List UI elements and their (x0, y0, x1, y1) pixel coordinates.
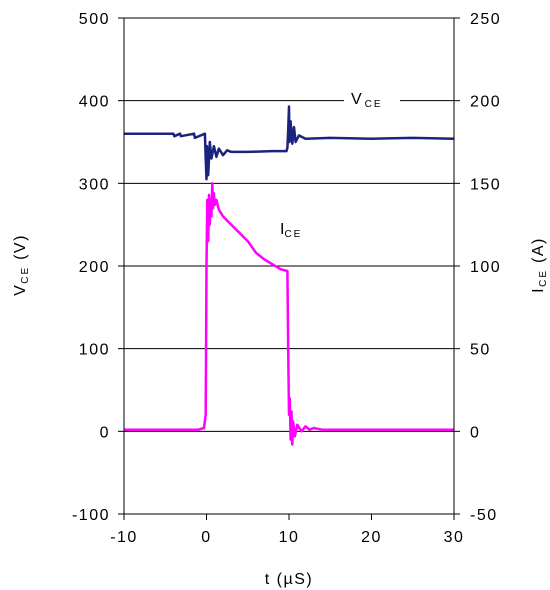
y-left-axis-title: VCE (V) (12, 234, 31, 296)
series-group (124, 105, 455, 446)
tick-labels: -1000100200300400500-50050100150200250-1… (72, 11, 501, 546)
y-right-title-unit: (A) (530, 237, 547, 269)
vce-annotation-main: V (351, 91, 362, 108)
y-left-tick-label: -100 (72, 507, 110, 524)
x-tick-label: 20 (361, 529, 382, 546)
y-right-tick-label: -50 (470, 507, 498, 524)
vce-annotation-sub: CE (365, 99, 383, 110)
y-left-tick-label: 200 (79, 259, 110, 276)
vce-annotation-bg (344, 88, 400, 112)
y-left-title-main: V (12, 284, 29, 296)
y-left-tick-label: 300 (79, 176, 110, 193)
y-right-tick-label: 250 (470, 11, 501, 28)
y-left-tick-label: 500 (79, 11, 110, 28)
x-tick-label: -10 (110, 529, 138, 546)
axes-group (118, 17, 460, 520)
series-line-ice (124, 182, 454, 446)
x-axis-title: t (µS) (265, 571, 313, 588)
ice-annotation: ICE (280, 221, 302, 240)
y-left-tick-label: 0 (100, 424, 110, 441)
y-right-tick-label: 150 (470, 176, 501, 193)
ice-annotation-main: I (280, 221, 284, 238)
gridlines (124, 17, 454, 515)
y-right-tick-label: 50 (470, 342, 491, 359)
y-right-tick-label: 100 (470, 259, 501, 276)
y-left-title-sub: CE (20, 266, 31, 284)
x-tick-label: 0 (201, 529, 211, 546)
y-left-tick-label: 100 (79, 342, 110, 359)
y-right-tick-label: 200 (470, 94, 501, 111)
y-right-title-main: I (530, 287, 547, 293)
y-right-axis-title: ICE (A) (530, 237, 549, 293)
y-right-title-sub: CE (538, 269, 549, 287)
y-left-tick-label: 400 (79, 94, 110, 111)
x-tick-label: 30 (444, 529, 465, 546)
ice-annotation-sub: CE (284, 229, 302, 240)
x-tick-label: 10 (279, 529, 300, 546)
series-line-vce (124, 105, 455, 181)
vce-annotation: V CE (351, 91, 383, 110)
y-left-title-unit: (V) (12, 234, 29, 266)
y-right-tick-label: 0 (470, 424, 480, 441)
